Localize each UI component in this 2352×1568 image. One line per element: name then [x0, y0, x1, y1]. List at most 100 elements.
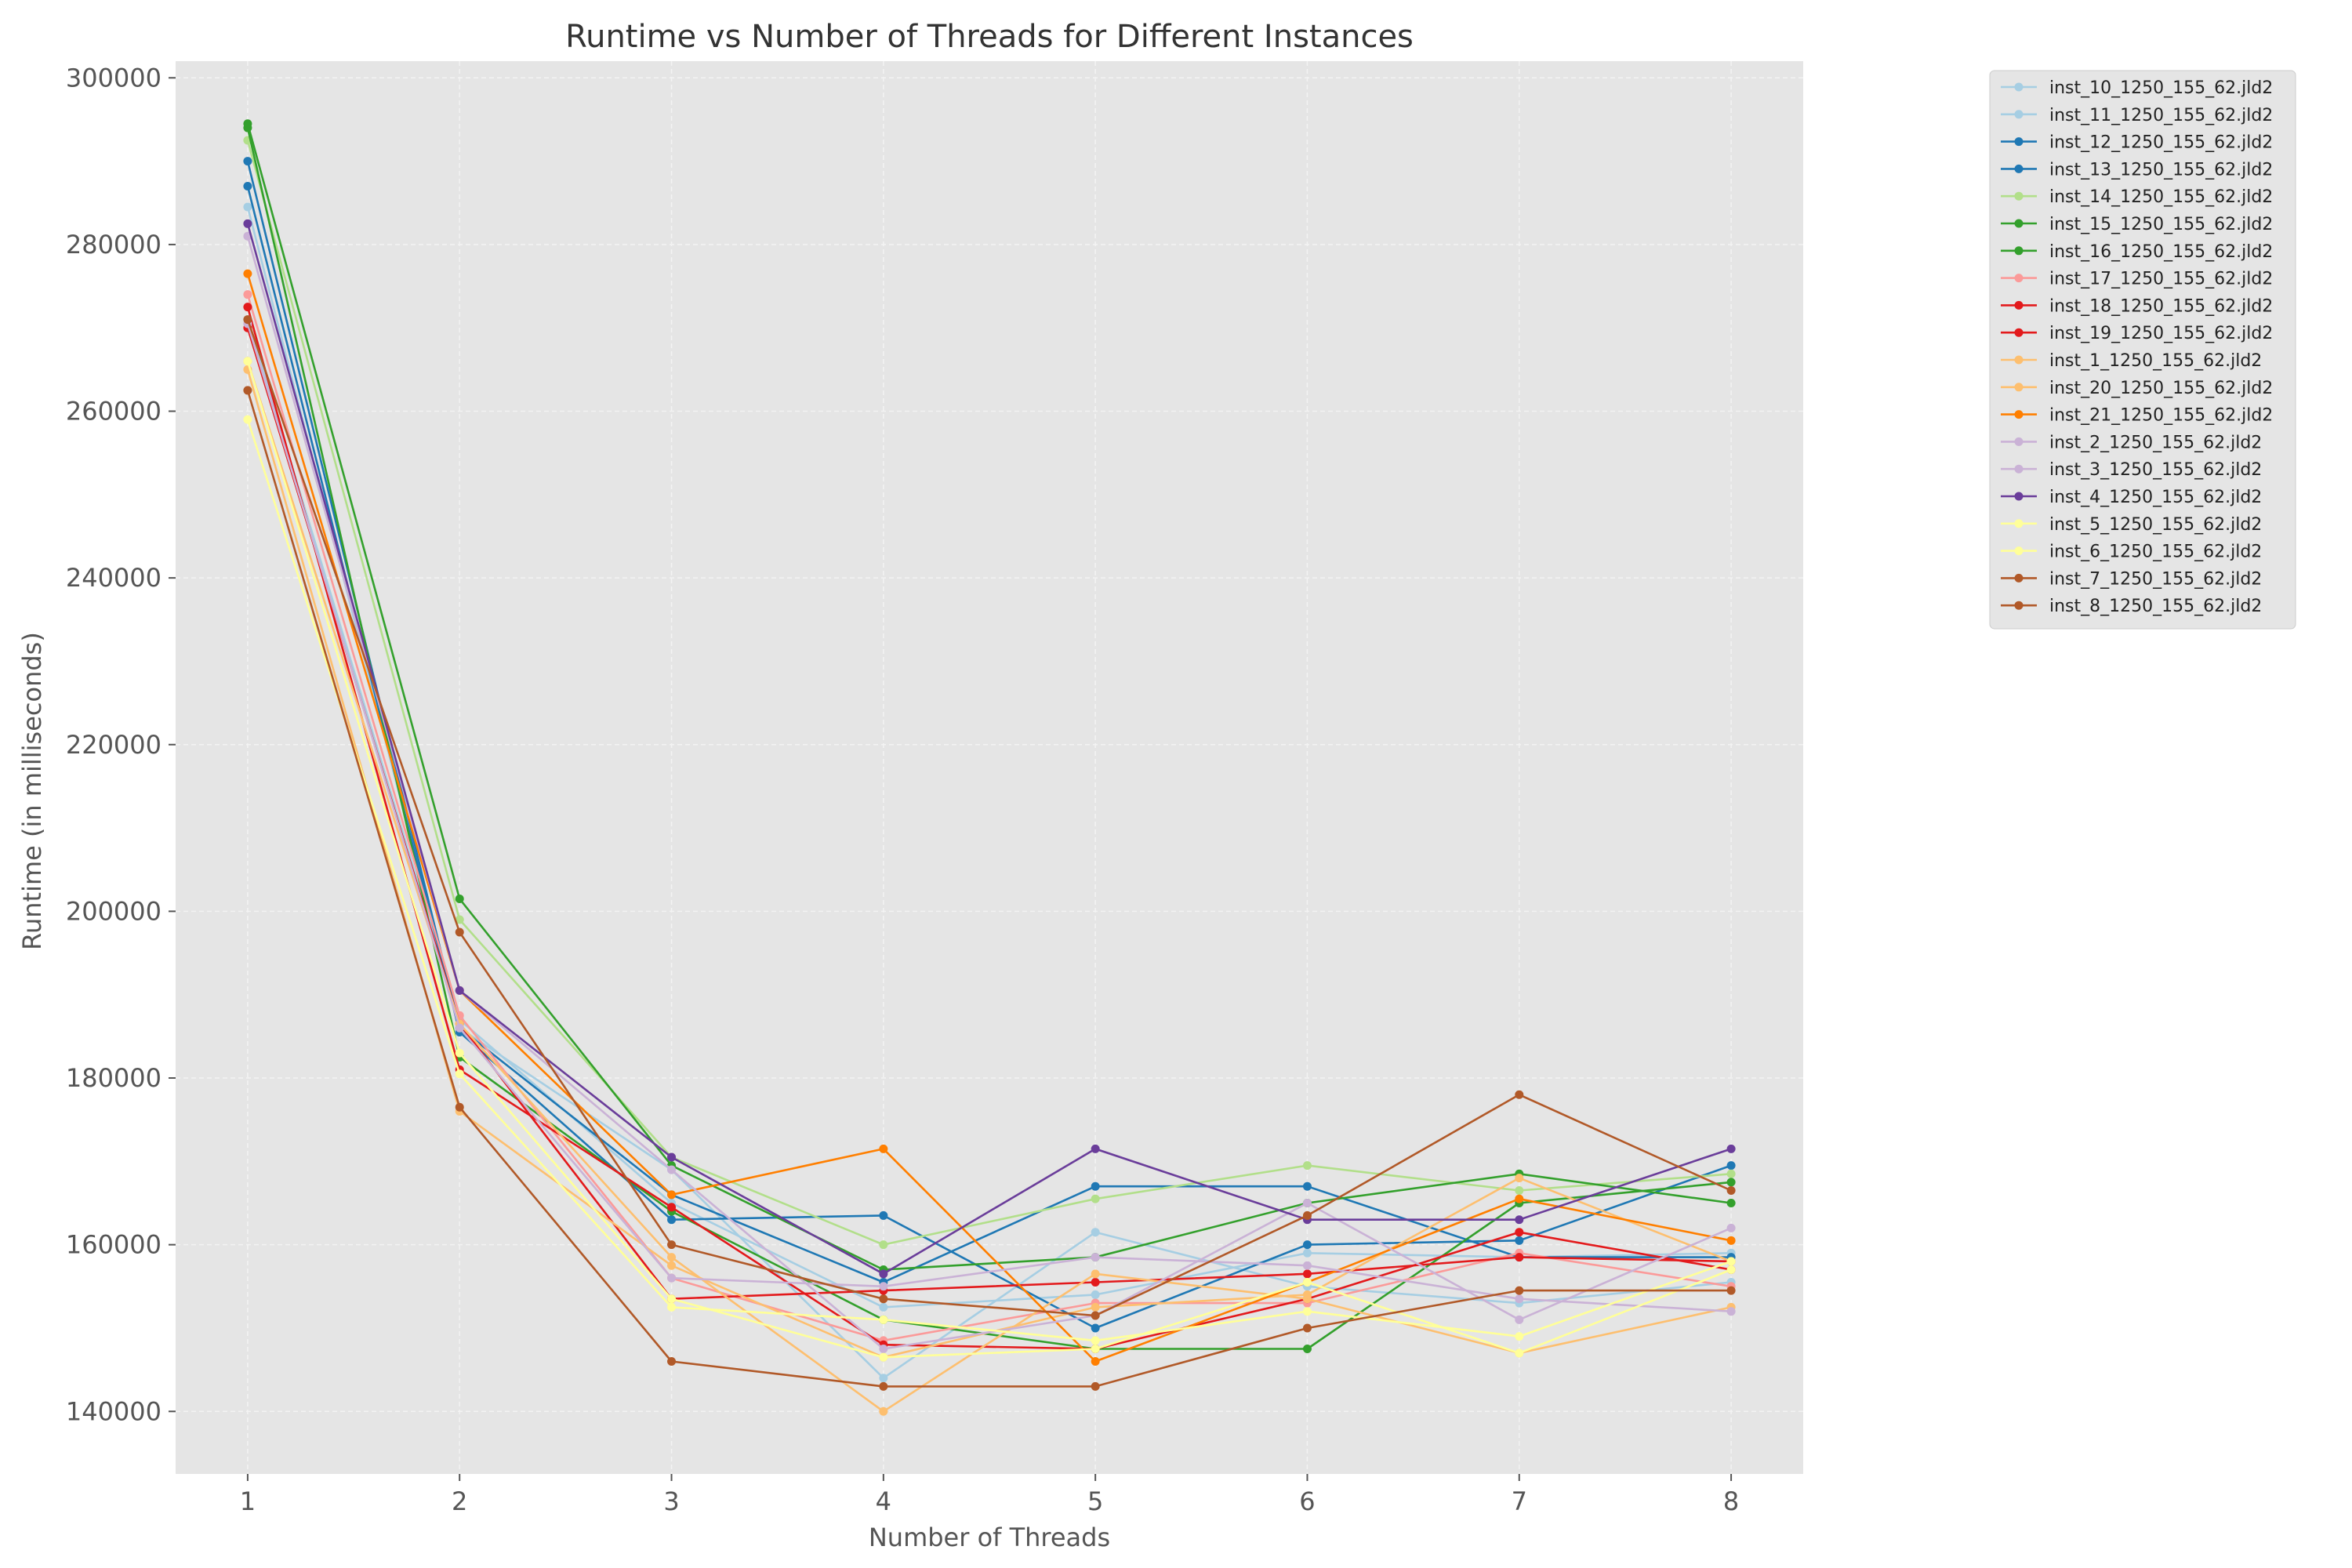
- data-point: [243, 269, 252, 278]
- x-tick-label: 4: [876, 1486, 891, 1516]
- data-point: [455, 1102, 464, 1112]
- legend-swatch-marker: [2014, 519, 2024, 528]
- legend-entry: inst_2_1250_155_62.jld2: [2001, 433, 2262, 452]
- data-point: [243, 181, 252, 191]
- legend-entry: inst_14_1250_155_62.jld2: [2001, 187, 2273, 207]
- legend-label: inst_18_1250_155_62.jld2: [2049, 296, 2273, 316]
- x-axis-title: Number of Threads: [869, 1523, 1110, 1552]
- data-point: [1091, 1277, 1100, 1287]
- data-point: [1302, 1248, 1312, 1258]
- data-point: [879, 1144, 888, 1153]
- data-point: [1091, 1311, 1100, 1320]
- data-point: [1091, 1144, 1100, 1153]
- legend-entry: inst_15_1250_155_62.jld2: [2001, 215, 2273, 234]
- data-point: [243, 315, 252, 325]
- legend-entry: inst_16_1250_155_62.jld2: [2001, 242, 2273, 262]
- legend-entry: inst_10_1250_155_62.jld2: [2001, 78, 2273, 98]
- legend-swatch-marker: [2014, 492, 2024, 501]
- legend-label: inst_13_1250_155_62.jld2: [2049, 160, 2273, 180]
- legend: inst_10_1250_155_62.jld2 inst_11_1250_155…: [1989, 70, 2296, 630]
- data-point: [667, 1240, 677, 1250]
- data-point: [1726, 1286, 1736, 1295]
- data-point: [1726, 1169, 1736, 1178]
- data-point: [667, 1190, 677, 1200]
- data-point: [455, 985, 464, 995]
- data-point: [1726, 1265, 1736, 1275]
- legend-label: inst_20_1250_155_62.jld2: [2049, 379, 2273, 398]
- legend-label: inst_15_1250_155_62.jld2: [2049, 215, 2273, 234]
- data-point: [879, 1302, 888, 1312]
- legend-swatch-marker: [2014, 191, 2024, 201]
- data-point: [1091, 1356, 1100, 1366]
- data-point: [1091, 1381, 1100, 1391]
- data-point: [1091, 1323, 1100, 1333]
- data-point: [1515, 1090, 1524, 1099]
- legend-swatch-marker: [2014, 328, 2024, 337]
- data-point: [1726, 1223, 1736, 1232]
- series-inst-5: [243, 415, 1736, 1345]
- data-point: [1726, 1161, 1736, 1171]
- data-point: [879, 1315, 888, 1324]
- x-tick-label: 1: [240, 1486, 256, 1516]
- data-point: [243, 157, 252, 166]
- data-point: [1091, 1345, 1100, 1354]
- data-point: [1515, 1294, 1524, 1304]
- data-point: [1302, 1307, 1312, 1316]
- data-point: [1302, 1240, 1312, 1250]
- series-line: [246, 273, 1732, 1363]
- y-tick-label: 260000: [66, 397, 162, 426]
- series-line: [246, 235, 1732, 1350]
- data-point: [243, 415, 252, 424]
- data-point: [455, 1048, 464, 1058]
- legend-swatch-marker: [2014, 110, 2024, 119]
- series-line: [246, 294, 1732, 1342]
- legend-label: inst_4_1250_155_62.jld2: [2049, 488, 2262, 507]
- legend-entry: inst_17_1250_155_62.jld2: [2001, 270, 2273, 289]
- x-tick-label: 8: [1723, 1486, 1739, 1516]
- data-point: [1302, 1210, 1312, 1220]
- data-point: [1726, 1178, 1736, 1187]
- data-point: [667, 1273, 677, 1283]
- data-point: [1515, 1236, 1524, 1245]
- data-point: [667, 1356, 677, 1366]
- series-inst-6: [243, 357, 1736, 1362]
- data-point: [1302, 1345, 1312, 1354]
- legend-label: inst_17_1250_155_62.jld2: [2049, 270, 2273, 289]
- y-tick-label: 200000: [66, 896, 162, 926]
- data-point: [1091, 1253, 1100, 1262]
- x-tick-label: 5: [1087, 1486, 1103, 1516]
- x-tick-label: 2: [452, 1486, 467, 1516]
- legend-entry: inst_1_1250_155_62.jld2: [2001, 351, 2262, 371]
- y-tick-label: 300000: [66, 63, 162, 93]
- legend-entry: inst_11_1250_155_62.jld2: [2001, 106, 2273, 125]
- series-inst-8: [243, 386, 1736, 1391]
- legend-swatch-marker: [2014, 573, 2024, 583]
- legend-label: inst_12_1250_155_62.jld2: [2049, 133, 2273, 153]
- data-point: [1302, 1181, 1312, 1191]
- legend-swatch-marker: [2014, 274, 2024, 283]
- data-point: [243, 219, 252, 228]
- legend-swatch-marker: [2014, 464, 2024, 474]
- data-point: [667, 1165, 677, 1174]
- series-line: [246, 361, 1732, 1413]
- data-point: [243, 119, 252, 129]
- data-point: [879, 1210, 888, 1220]
- data-point: [1515, 1286, 1524, 1295]
- data-point: [879, 1406, 888, 1416]
- data-point: [879, 1282, 888, 1291]
- legend-label: inst_3_1250_155_62.jld2: [2049, 460, 2262, 480]
- data-point: [455, 1069, 464, 1079]
- series-line: [246, 223, 1732, 1276]
- data-point: [1726, 1198, 1736, 1207]
- data-point: [1091, 1336, 1100, 1345]
- legend-entry: inst_13_1250_155_62.jld2: [2001, 160, 2273, 180]
- legend-box: [1989, 70, 2296, 630]
- legend-swatch-marker: [2014, 546, 2024, 556]
- series-line: [246, 323, 1732, 1312]
- data-point: [667, 1215, 677, 1225]
- legend-swatch-marker: [2014, 410, 2024, 419]
- x-tick-label: 6: [1299, 1486, 1315, 1516]
- chart-title: Runtime vs Number of Threads for Differe…: [565, 19, 1414, 55]
- x-tick-label: 7: [1512, 1486, 1527, 1516]
- y-tick-label: 220000: [66, 730, 162, 760]
